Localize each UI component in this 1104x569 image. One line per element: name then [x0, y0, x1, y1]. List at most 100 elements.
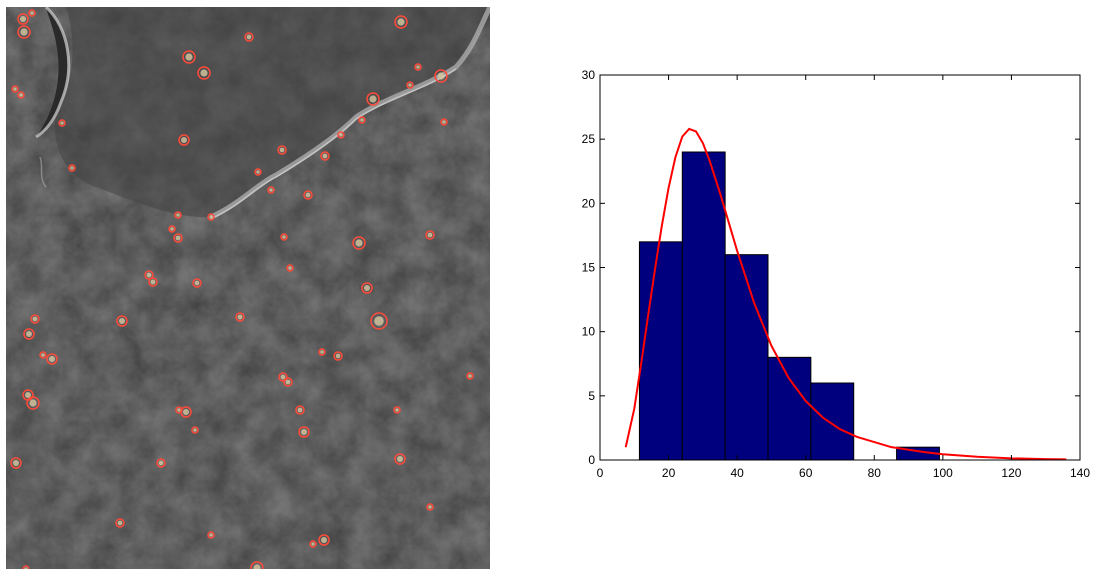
particle-core — [280, 374, 286, 380]
particle-marker — [250, 561, 264, 569]
particle-marker — [207, 213, 215, 221]
particle-core — [416, 65, 420, 69]
sem-micrograph — [6, 7, 490, 569]
particle-core — [374, 316, 384, 326]
histogram-bar — [681, 151, 726, 461]
particle-core — [209, 533, 213, 537]
particle-core — [285, 379, 291, 385]
particle-core — [322, 153, 328, 159]
particle-core — [397, 18, 405, 26]
histogram-bar — [724, 254, 769, 461]
particle-marker — [283, 377, 293, 387]
particle-marker — [26, 396, 40, 410]
particle-marker — [46, 353, 58, 365]
particle-core — [360, 118, 364, 122]
particle-core — [321, 537, 327, 543]
particle-core — [246, 34, 252, 40]
y-tick-label: 15 — [582, 261, 596, 275]
sem-raised-region — [55, 7, 490, 218]
y-tick-label: 5 — [588, 389, 595, 403]
particle-core — [256, 170, 260, 174]
particle-marker — [254, 168, 262, 176]
particle-core — [408, 83, 412, 87]
x-tick-label: 100 — [933, 466, 953, 480]
particle-core — [176, 213, 180, 217]
particle-marker — [425, 230, 435, 240]
particle-marker — [309, 540, 317, 548]
particle-marker — [320, 151, 330, 161]
particle-marker — [28, 9, 36, 17]
particle-marker — [394, 453, 406, 465]
particle-marker — [191, 426, 199, 434]
particle-marker — [267, 186, 275, 194]
particle-core — [279, 147, 285, 153]
particle-marker — [358, 116, 366, 124]
y-tick-label: 30 — [582, 68, 596, 82]
particle-core — [395, 408, 399, 412]
histogram-bars — [638, 151, 940, 461]
particle-core — [427, 232, 433, 238]
particle-markers — [10, 9, 474, 569]
particle-marker — [22, 565, 30, 569]
particle-marker — [17, 13, 29, 25]
particle-marker — [174, 211, 182, 219]
particle-core — [30, 11, 34, 15]
y-tick-label: 25 — [582, 132, 596, 146]
particle-core — [305, 192, 311, 198]
particle-core — [181, 137, 187, 143]
particle-marker — [466, 372, 474, 380]
particle-marker — [434, 69, 448, 83]
particle-marker — [11, 85, 19, 93]
particle-marker — [178, 134, 190, 146]
particle-core — [297, 407, 303, 413]
x-tick-label: 20 — [662, 466, 676, 480]
particle-marker — [298, 426, 310, 438]
particle-core — [41, 353, 45, 357]
particle-marker — [182, 50, 196, 64]
particle-marker — [235, 312, 245, 322]
particle-marker — [303, 190, 313, 200]
particle-core — [200, 69, 208, 77]
particle-marker — [116, 315, 128, 327]
x-tick-label: 60 — [799, 466, 813, 480]
particle-core — [282, 235, 286, 239]
particle-marker — [173, 233, 183, 243]
particle-core — [13, 460, 19, 466]
particle-core — [150, 279, 156, 285]
sem-small-crack — [39, 156, 47, 188]
particle-core — [183, 409, 189, 415]
particle-marker — [17, 25, 31, 39]
particle-marker — [426, 503, 434, 511]
sem-left-crack-edge — [35, 7, 71, 139]
particle-marker — [244, 32, 254, 42]
particle-core — [311, 542, 315, 546]
x-tick-label: 0 — [597, 466, 604, 480]
particle-core — [25, 392, 31, 398]
x-tick-label: 80 — [868, 466, 882, 480]
particle-core — [335, 353, 341, 359]
particle-marker — [394, 15, 408, 29]
particle-core — [158, 460, 164, 466]
particle-core — [193, 428, 197, 432]
particle-core — [19, 93, 23, 97]
particle-core — [60, 121, 64, 125]
particle-core — [29, 399, 37, 407]
particle-core — [339, 133, 343, 137]
particle-marker — [197, 66, 211, 80]
particle-core — [237, 314, 243, 320]
y-tick-label: 10 — [582, 325, 596, 339]
particle-marker — [318, 534, 330, 546]
particle-marker — [361, 282, 373, 294]
particle-core — [20, 28, 28, 36]
histogram-bar — [767, 356, 812, 461]
particle-marker — [180, 406, 192, 418]
particle-core — [269, 188, 273, 192]
histogram-bar — [810, 382, 855, 461]
particle-marker — [192, 278, 202, 288]
particle-core — [194, 280, 200, 286]
y-axis: 0 5 10 15 20 25 30 — [582, 68, 1080, 467]
particle-marker — [10, 457, 22, 469]
particle-core — [428, 505, 432, 509]
sem-image — [6, 7, 490, 569]
particle-core — [70, 166, 74, 170]
